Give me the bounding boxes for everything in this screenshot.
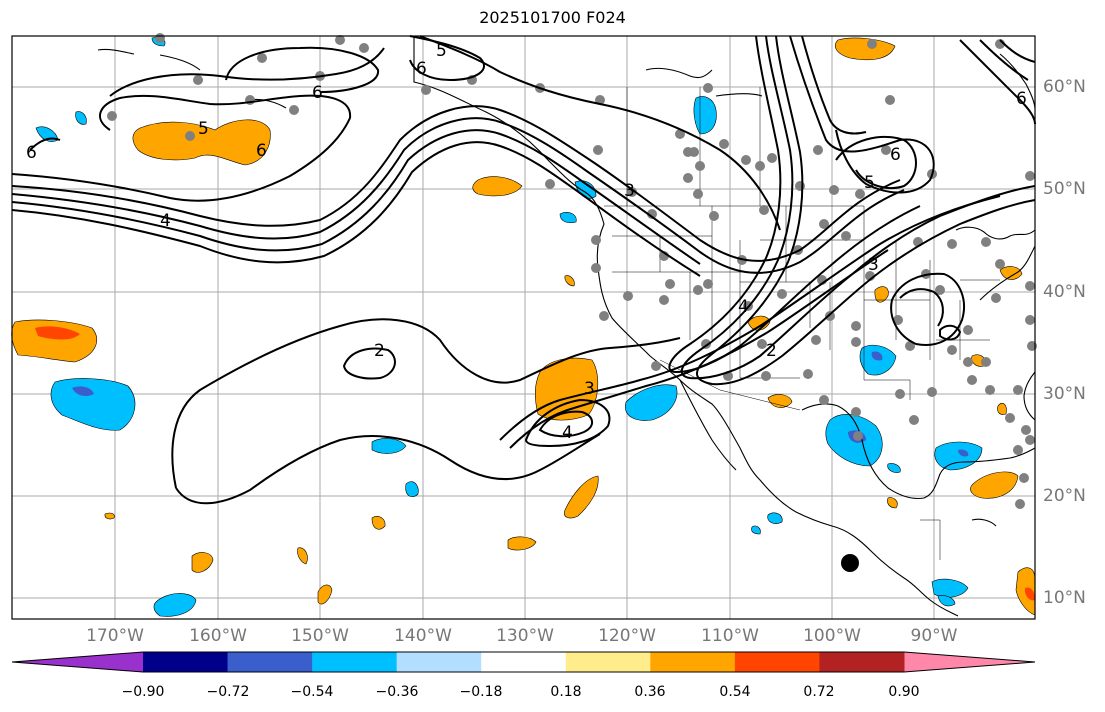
colorbar-tick: 0.36 xyxy=(634,684,666,700)
contour-label: 5 xyxy=(198,119,209,139)
colorbar-max-triangle xyxy=(904,652,1035,672)
contour-label: 5 xyxy=(864,173,875,193)
map-title: 2025101700 F024 xyxy=(479,8,626,27)
lat-label: 20°N xyxy=(1043,486,1086,506)
contour-label: 6 xyxy=(416,59,427,79)
coastlines xyxy=(97,36,1036,617)
colorbar-tick: −0.90 xyxy=(121,684,165,700)
colorbar-segment xyxy=(734,652,820,672)
colorbar-segment xyxy=(819,652,905,672)
contour-label: 5 xyxy=(436,41,447,61)
marker-dot xyxy=(841,554,859,572)
colorbar-tick: −0.72 xyxy=(206,684,250,700)
colorbar-segment xyxy=(481,652,567,672)
map-frame xyxy=(11,35,1036,620)
lon-label: 130°W xyxy=(496,626,554,646)
contour-label: 4 xyxy=(160,211,171,231)
lon-label: 160°W xyxy=(189,626,247,646)
colorbar-segment xyxy=(396,652,482,672)
lon-label: 110°W xyxy=(701,626,759,646)
lat-label: 60°N xyxy=(1043,77,1086,97)
contour-label: 4 xyxy=(562,423,573,443)
colorbar-segment xyxy=(312,652,398,672)
negative-anomaly-fills xyxy=(35,37,983,617)
lat-label: 50°N xyxy=(1043,179,1086,199)
colorbar-tick: 0.54 xyxy=(719,684,751,700)
colorbar-segment xyxy=(650,652,736,672)
contour-lines xyxy=(11,35,1036,505)
lat-label: 40°N xyxy=(1043,282,1086,302)
contour-label-group: 5 6 6 5 6 6 4 2 3 4 3 4 2 3 5 6 6 xyxy=(26,41,1027,443)
lon-label: 100°W xyxy=(803,626,861,646)
contour-label: 3 xyxy=(868,255,879,275)
contour-label: 3 xyxy=(624,181,635,201)
strong-positive-fills xyxy=(35,326,1035,601)
colorbar-segment xyxy=(143,652,229,672)
contour-label: 6 xyxy=(1016,89,1027,109)
contour-label: 6 xyxy=(256,141,267,161)
contour-label: 4 xyxy=(738,297,749,317)
lon-label: 90°W xyxy=(910,626,958,646)
colorbar-tick: −0.54 xyxy=(290,684,334,700)
observation-stations xyxy=(107,33,1037,509)
lon-label: 140°W xyxy=(394,626,452,646)
colorbar-tick: 0.18 xyxy=(550,684,582,700)
contour-label: 6 xyxy=(26,143,37,163)
colorbar-segment xyxy=(227,652,313,672)
contour-label: 3 xyxy=(584,379,595,399)
lon-label: 120°W xyxy=(598,626,656,646)
contour-label: 6 xyxy=(312,83,323,103)
colorbar-min-triangle xyxy=(12,652,143,672)
colorbar xyxy=(11,651,1036,673)
contour-label: 2 xyxy=(374,341,385,361)
lat-label: 30°N xyxy=(1043,384,1086,404)
lon-label: 150°W xyxy=(291,626,349,646)
colorbar-tick: −0.36 xyxy=(375,684,419,700)
colorbar-tick: 0.72 xyxy=(803,684,835,700)
lat-label: 10°N xyxy=(1043,588,1086,608)
colorbar-tick: 0.90 xyxy=(888,684,920,700)
positive-anomaly-fills xyxy=(11,37,1036,616)
colorbar-segment xyxy=(565,652,651,672)
contour-label: 6 xyxy=(890,145,901,165)
lon-label: 170°W xyxy=(86,626,144,646)
contour-label: 2 xyxy=(766,341,777,361)
colorbar-tick: −0.18 xyxy=(459,684,503,700)
